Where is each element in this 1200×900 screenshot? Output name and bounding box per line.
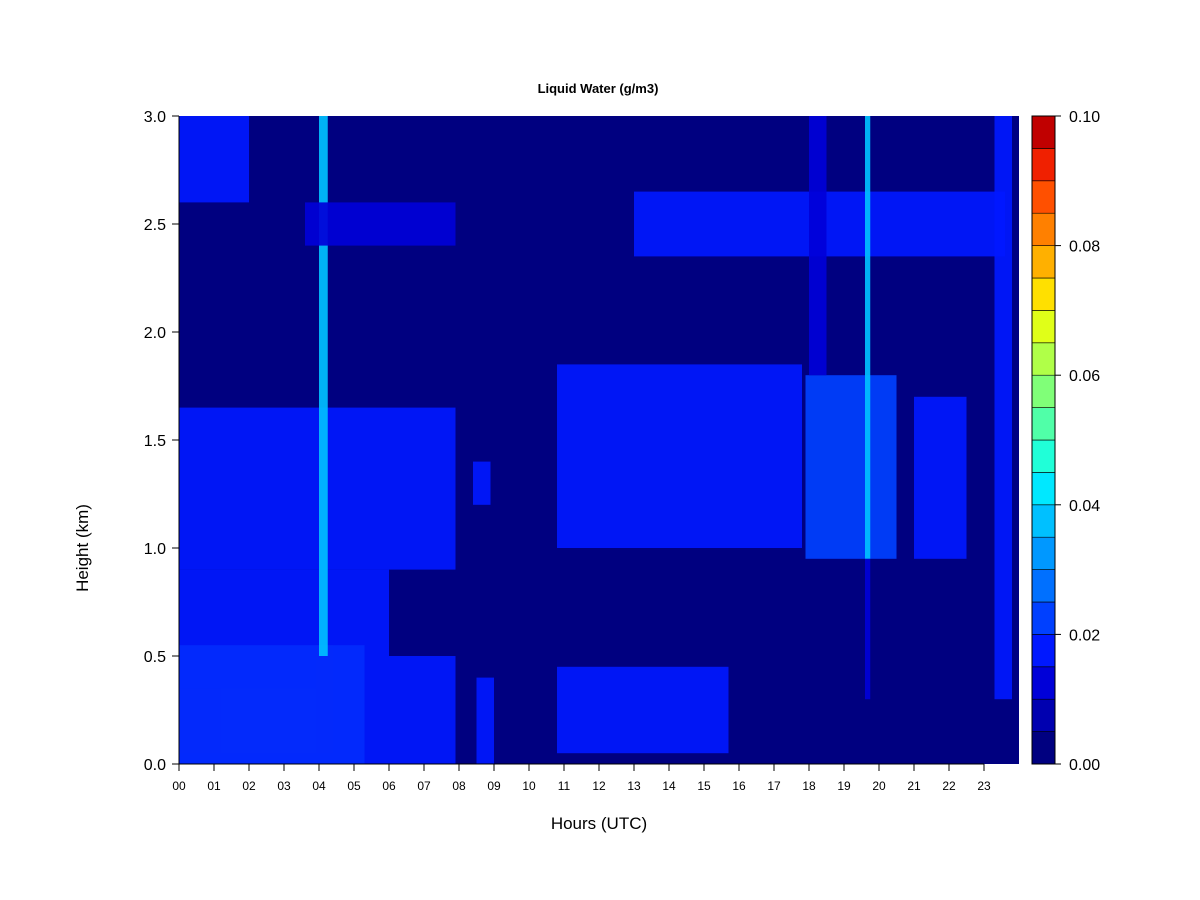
x-tick-label: 23 <box>977 779 991 793</box>
x-tick-label: 17 <box>767 779 781 793</box>
y-tick-label: 2.5 <box>144 217 166 234</box>
x-tick-label: 21 <box>907 779 921 793</box>
colorbar-swatch <box>1031 245 1056 279</box>
y-tick-label: 0.0 <box>144 757 166 774</box>
heatmap-cell-18 <box>914 396 967 559</box>
x-tick-label: 04 <box>312 779 326 793</box>
colorbar-swatch <box>1031 407 1056 441</box>
heatmap-cell-7 <box>179 116 249 203</box>
heatmap-cell-11 <box>473 461 491 505</box>
x-tick-label: 12 <box>592 779 606 793</box>
heatmap-cell-16 <box>865 116 871 559</box>
heatmap-cell-9 <box>389 656 456 764</box>
heatmap-cell-5 <box>179 407 456 570</box>
colorbar-swatch <box>1031 310 1056 344</box>
plot-area <box>179 116 1019 764</box>
y-tick-label: 0.5 <box>144 649 166 666</box>
colorbar-swatch <box>1031 666 1056 700</box>
x-tick-label: 08 <box>452 779 466 793</box>
heatmap-cell-20 <box>809 116 827 376</box>
x-tick-label: 20 <box>872 779 886 793</box>
colorbar-tick-label: 0.10 <box>1069 109 1100 126</box>
colorbar-swatch <box>1031 504 1056 538</box>
heatmap-cell-6 <box>319 116 328 656</box>
colorbar-tick-label: 0.06 <box>1069 368 1100 385</box>
x-tick-label: 05 <box>347 779 361 793</box>
x-tick-label: 22 <box>942 779 956 793</box>
heatmap-cell-4 <box>179 569 389 764</box>
y-tick-label: 1.5 <box>144 433 166 450</box>
chart-title: Liquid Water (g/m3) <box>538 81 659 96</box>
x-tick-label: 11 <box>558 779 571 793</box>
heatmap-cell-13 <box>557 364 802 548</box>
colorbar-swatch <box>1031 115 1056 149</box>
x-axis-label: Hours (UTC) <box>551 814 647 833</box>
colorbar-swatch <box>1031 472 1056 506</box>
heatmap-cell-12 <box>557 666 729 754</box>
heatmap-cell-10 <box>476 677 494 764</box>
colorbar-swatch <box>1031 212 1056 246</box>
colorbar-tick-label: 0.08 <box>1069 239 1100 256</box>
colorbar-tick-label: 0.04 <box>1069 498 1100 515</box>
x-tick-label: 01 <box>207 779 221 793</box>
y-tick-label: 3.0 <box>144 109 166 126</box>
colorbar-swatch <box>1031 698 1056 732</box>
heatmap-cell-15 <box>805 375 897 559</box>
colorbar: 0.00 0.02 0.04 0.06 0.08 0.10 <box>1031 109 1100 774</box>
heatmap-cell-19 <box>994 116 1012 700</box>
y-tick-label: 2.0 <box>144 325 166 342</box>
colorbar-swatch <box>1031 342 1056 376</box>
x-tick-label: 03 <box>277 779 291 793</box>
colorbar-swatch <box>1031 731 1056 765</box>
x-axis-ticks: 00 01 02 03 04 05 06 07 08 09 10 11 12 13 14 15 16 17 18 19… <box>172 763 991 793</box>
x-tick-label: 06 <box>382 779 396 793</box>
colorbar-swatch <box>1031 536 1056 570</box>
x-tick-label: 16 <box>732 779 746 793</box>
x-tick-label: 14 <box>662 779 676 793</box>
heatmap-cell-8 <box>305 202 456 246</box>
colorbar-swatch <box>1031 277 1056 311</box>
colorbar-swatch <box>1031 569 1056 603</box>
colorbar-swatch <box>1031 180 1056 214</box>
colorbar-border <box>1031 115 1056 765</box>
colorbar-swatch <box>1031 634 1056 668</box>
y-axis-ticks: 0.0 0.5 1.0 1.5 2.0 2.5 3.0 <box>144 109 180 774</box>
x-tick-label: 00 <box>172 779 186 793</box>
x-tick-label: 13 <box>627 779 641 793</box>
y-tick-label: 1.0 <box>144 541 166 558</box>
colorbar-swatch <box>1031 601 1056 635</box>
colorbar-swatch <box>1031 439 1056 473</box>
colorbar-tick-label: 0.02 <box>1069 627 1100 644</box>
heatmap-cell-17 <box>865 558 871 700</box>
x-tick-label: 09 <box>487 779 501 793</box>
x-tick-label: 19 <box>837 779 851 793</box>
x-tick-label: 10 <box>522 779 536 793</box>
y-axis-label: Height (km) <box>73 504 92 592</box>
colorbar-tick-label: 0.00 <box>1069 757 1100 774</box>
x-tick-label: 07 <box>417 779 431 793</box>
x-tick-label: 02 <box>242 779 256 793</box>
colorbar-swatch <box>1031 374 1056 408</box>
x-tick-label: 15 <box>697 779 711 793</box>
colorbar-swatch <box>1031 148 1056 182</box>
x-tick-label: 18 <box>802 779 816 793</box>
